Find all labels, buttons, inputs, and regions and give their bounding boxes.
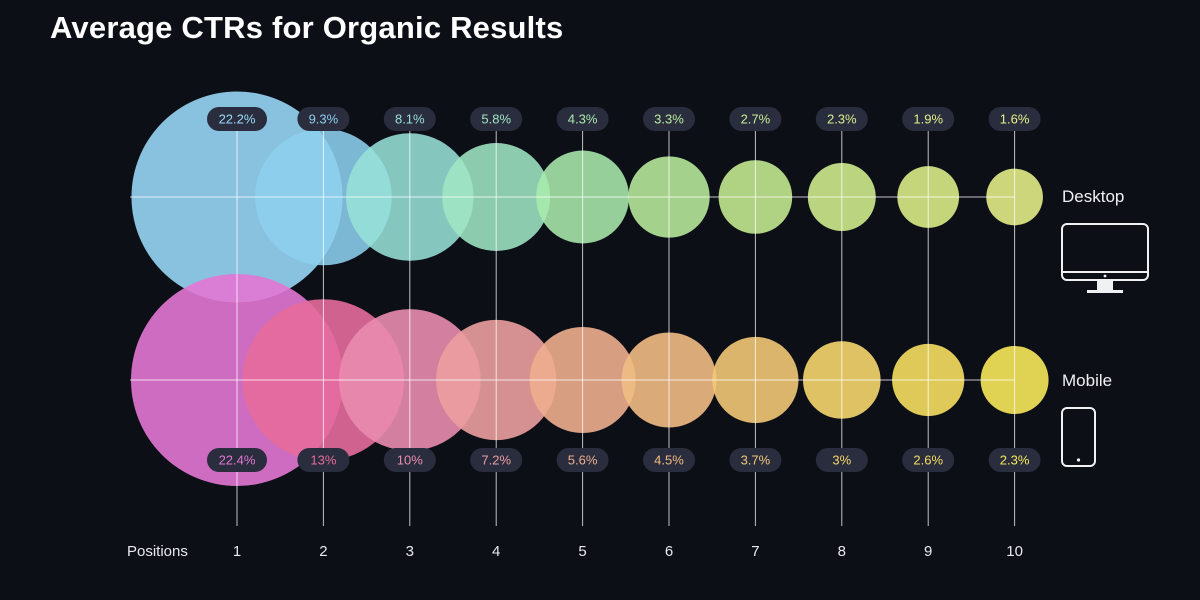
x-axis-title: Positions	[127, 543, 188, 560]
desktop-value-label: 22.2%	[207, 107, 267, 131]
mobile-value-label: 4.5%	[643, 448, 695, 472]
value-pill	[556, 107, 609, 131]
desktop-value-label: 4.3%	[556, 107, 609, 131]
value-text: 22.4%	[219, 453, 256, 468]
x-tick-label: 9	[924, 543, 932, 560]
value-text: 3%	[832, 453, 851, 468]
mobile-value-label: 22.4%	[207, 448, 267, 472]
value-pill	[383, 107, 436, 131]
value-pill	[902, 448, 955, 472]
value-text: 22.2%	[219, 112, 256, 127]
value-text: 5.8%	[481, 112, 511, 127]
desktop-value-label: 8.1%	[383, 107, 436, 131]
x-tick-label: 1	[233, 543, 241, 560]
value-pill	[643, 448, 695, 472]
mobile-value-label: 13%	[297, 448, 350, 472]
mobile-value-label: 2.3%	[988, 448, 1041, 472]
mobile-value-label: 7.2%	[470, 448, 523, 472]
value-text: 2.3%	[1000, 453, 1030, 468]
desktop-value-label: 5.8%	[470, 107, 523, 131]
legend-desktop-label: Desktop	[1062, 187, 1125, 206]
value-text: 5.6%	[568, 453, 598, 468]
value-text: 9.3%	[309, 112, 339, 127]
desktop-value-label: 1.9%	[902, 107, 955, 131]
mobile-value-label: 3.7%	[729, 448, 782, 472]
value-text: 7.2%	[481, 453, 511, 468]
value-pill	[988, 448, 1041, 472]
value-text: 2.6%	[913, 453, 943, 468]
value-pill	[207, 107, 267, 131]
desktop-monitor-icon	[1061, 223, 1149, 293]
desktop-value-label: 2.3%	[815, 107, 868, 131]
mobile-value-label: 5.6%	[556, 448, 609, 472]
x-tick-label: 5	[578, 543, 586, 560]
x-tick-label: 10	[1006, 543, 1023, 560]
value-text: 2.3%	[827, 112, 857, 127]
value-pill	[902, 107, 955, 131]
value-pill	[815, 448, 868, 472]
value-text: 8.1%	[395, 112, 425, 127]
x-tick-label: 4	[492, 543, 500, 560]
value-pill	[988, 107, 1041, 131]
value-text: 3.3%	[654, 112, 684, 127]
desktop-value-label: 3.3%	[643, 107, 695, 131]
mobile-value-label: 2.6%	[902, 448, 955, 472]
value-text: 1.6%	[1000, 112, 1030, 127]
value-pill	[556, 448, 609, 472]
x-tick-label: 8	[838, 543, 846, 560]
value-pill	[297, 107, 350, 131]
desktop-value-label: 2.7%	[729, 107, 782, 131]
value-text: 4.3%	[568, 112, 598, 127]
value-pill	[470, 107, 523, 131]
value-pill	[643, 107, 695, 131]
value-pill	[815, 107, 868, 131]
x-tick-label: 6	[665, 543, 673, 560]
mobile-value-label: 10%	[383, 448, 436, 472]
value-text: 1.9%	[913, 112, 943, 127]
bubbles	[131, 91, 1049, 486]
value-pill	[297, 448, 350, 472]
x-tick-label: 2	[319, 543, 327, 560]
value-labels: 22.2% 9.3% 8.1% 5.8% 4.3% 3.3% 2.7% 2.3% 1.9% 1.6…	[207, 107, 1041, 472]
value-pill	[383, 448, 436, 472]
x-tick-label: 7	[751, 543, 759, 560]
mobile-value-label: 3%	[815, 448, 868, 472]
desktop-value-label: 1.6%	[988, 107, 1041, 131]
value-text: 3.7%	[741, 453, 771, 468]
mobile-phone-icon	[1061, 407, 1096, 467]
page-title: Average CTRs for Organic Results	[50, 10, 564, 45]
value-pill	[207, 448, 267, 472]
x-tick-label: 3	[406, 543, 414, 560]
value-pill	[729, 448, 782, 472]
value-text: 13%	[310, 453, 336, 468]
desktop-value-label: 9.3%	[297, 107, 350, 131]
value-text: 2.7%	[741, 112, 771, 127]
value-text: 4.5%	[654, 453, 684, 468]
value-text: 10%	[397, 453, 423, 468]
value-pill	[470, 448, 523, 472]
legend-mobile-label: Mobile	[1062, 371, 1113, 390]
value-pill	[729, 107, 782, 131]
